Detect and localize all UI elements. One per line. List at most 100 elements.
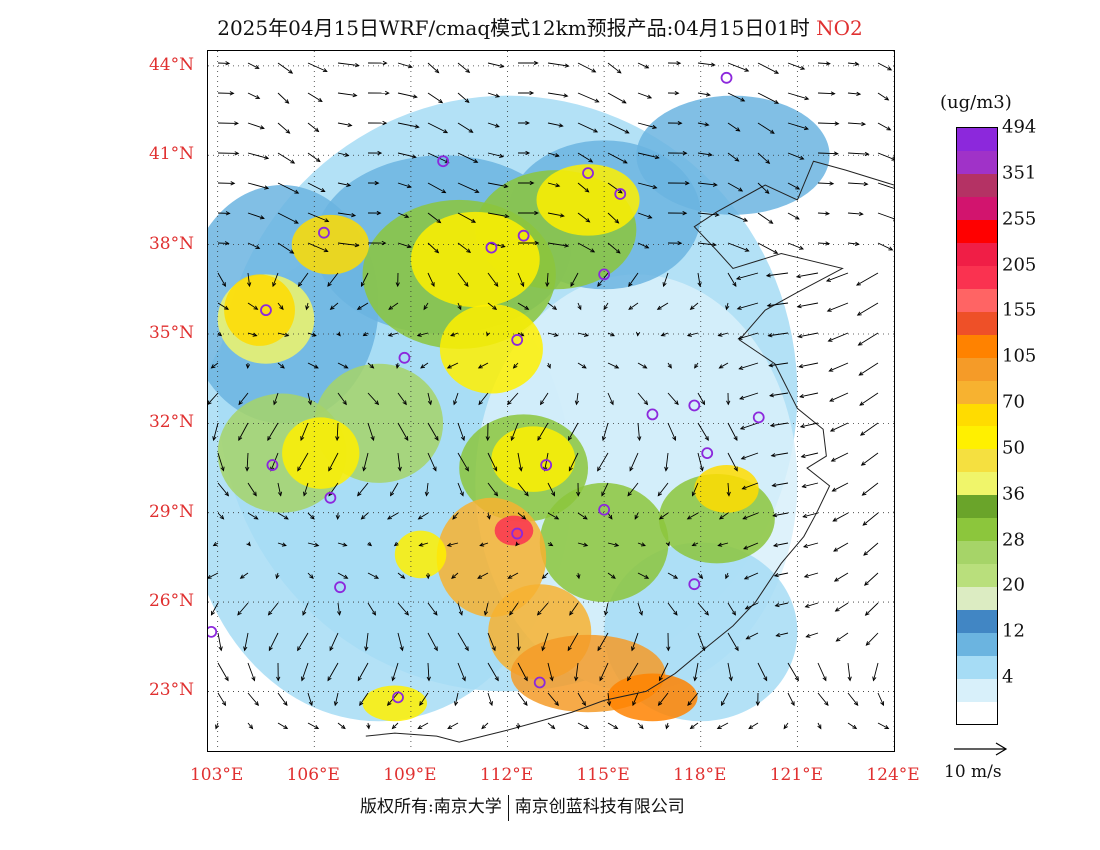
legend-swatch bbox=[957, 655, 997, 679]
wind-vector bbox=[336, 331, 341, 337]
wind-vector bbox=[217, 662, 229, 682]
wind-vector bbox=[607, 572, 616, 579]
wind-vector bbox=[742, 512, 759, 520]
wind-vector bbox=[217, 302, 229, 310]
wind-vector bbox=[425, 572, 431, 580]
wind-vector bbox=[547, 62, 570, 68]
wind-vector bbox=[486, 512, 491, 520]
wind-vector bbox=[516, 632, 521, 652]
wind-vector bbox=[307, 62, 328, 73]
legend-label: 20 bbox=[1002, 574, 1025, 596]
wind-vector bbox=[877, 212, 894, 221]
wind-vector bbox=[506, 392, 519, 406]
wind-vector bbox=[740, 452, 759, 460]
wind-vector bbox=[247, 662, 256, 682]
wind-vector bbox=[307, 152, 321, 163]
wind-vector bbox=[697, 422, 709, 441]
wind-reference-arrow-icon bbox=[954, 742, 1008, 756]
legend-label: 70 bbox=[1002, 391, 1025, 413]
wind-vector bbox=[507, 572, 519, 579]
wind-vector bbox=[367, 541, 373, 547]
wind-vector bbox=[397, 182, 412, 189]
wind-vector bbox=[803, 572, 819, 578]
wind-vector bbox=[487, 92, 501, 98]
legend-swatch bbox=[957, 586, 997, 610]
wind-vector bbox=[360, 512, 369, 520]
wind-vector bbox=[577, 62, 597, 73]
wind-vector bbox=[637, 62, 650, 69]
wind-vector bbox=[687, 692, 699, 706]
wind-vector bbox=[727, 212, 749, 222]
wind-vector bbox=[517, 60, 539, 66]
city-marker-icon bbox=[688, 399, 701, 412]
wind-vector bbox=[277, 332, 290, 337]
wind-vector bbox=[277, 692, 288, 707]
wind-vector bbox=[446, 542, 459, 547]
lat-tick-label: 38°N bbox=[148, 233, 194, 254]
wind-vector bbox=[247, 182, 270, 190]
wind-vector bbox=[457, 152, 479, 163]
wind-vector bbox=[727, 662, 733, 682]
wind-vector bbox=[307, 512, 315, 520]
wind-vector bbox=[757, 212, 774, 224]
wind-vector bbox=[217, 452, 225, 472]
wind-vector bbox=[877, 152, 894, 161]
wind-vector bbox=[834, 602, 849, 612]
color-legend bbox=[956, 127, 998, 725]
city-marker-icon bbox=[646, 408, 659, 421]
wind-vector bbox=[217, 121, 239, 126]
wind-vector bbox=[667, 602, 678, 616]
coastline bbox=[365, 160, 894, 743]
wind-vector bbox=[217, 241, 230, 246]
wind-vector bbox=[607, 182, 623, 194]
wind-vector bbox=[247, 152, 270, 160]
concentration-patch bbox=[410, 211, 540, 308]
wind-vector bbox=[427, 602, 438, 616]
wind-vector bbox=[307, 542, 320, 547]
lon-tick-label: 115°E bbox=[576, 765, 630, 785]
wind-vector bbox=[607, 362, 620, 369]
wind-vector bbox=[512, 362, 519, 369]
wind-vector bbox=[307, 572, 314, 580]
wind-vector bbox=[667, 61, 682, 66]
wind-vector bbox=[739, 392, 759, 400]
wind-vector bbox=[447, 722, 459, 730]
wind-vector bbox=[517, 150, 531, 156]
wind-vector bbox=[667, 181, 690, 186]
city-marker-icon bbox=[398, 351, 411, 364]
wind-vector bbox=[667, 151, 688, 156]
wind-vector bbox=[787, 242, 804, 250]
wind-vector bbox=[603, 302, 609, 311]
wind-vector bbox=[727, 602, 736, 616]
wind-vector bbox=[877, 62, 893, 71]
wind-vector bbox=[664, 452, 669, 472]
wind-vector bbox=[574, 662, 579, 682]
wind-vector bbox=[631, 632, 639, 652]
wind-vector bbox=[547, 92, 569, 98]
wind-vector bbox=[215, 722, 220, 730]
wind-vector bbox=[637, 122, 658, 130]
wind-vector bbox=[457, 212, 477, 223]
wind-vector bbox=[208, 572, 219, 579]
wind-vector bbox=[277, 482, 283, 497]
wind-vector bbox=[577, 302, 582, 311]
wind-vector bbox=[817, 181, 835, 186]
wind-vector bbox=[329, 632, 339, 652]
wind-vector bbox=[541, 572, 549, 579]
wind-vector bbox=[727, 92, 746, 102]
wind-vector bbox=[427, 422, 439, 442]
wind-vector bbox=[367, 602, 377, 616]
city-marker-icon bbox=[540, 459, 553, 471]
legend-swatch bbox=[957, 494, 997, 519]
wind-vector bbox=[637, 92, 653, 99]
city-marker-icon bbox=[334, 581, 346, 594]
wind-vector bbox=[847, 662, 852, 682]
wind-vector bbox=[267, 422, 279, 441]
lat-tick-label: 44°N bbox=[148, 54, 194, 75]
wind-vector bbox=[427, 182, 447, 194]
city-marker-icon bbox=[598, 503, 611, 516]
wind-vector bbox=[691, 482, 699, 497]
legend-label: 255 bbox=[1002, 208, 1037, 230]
wind-vector bbox=[767, 332, 789, 338]
wind-vector bbox=[487, 272, 499, 287]
